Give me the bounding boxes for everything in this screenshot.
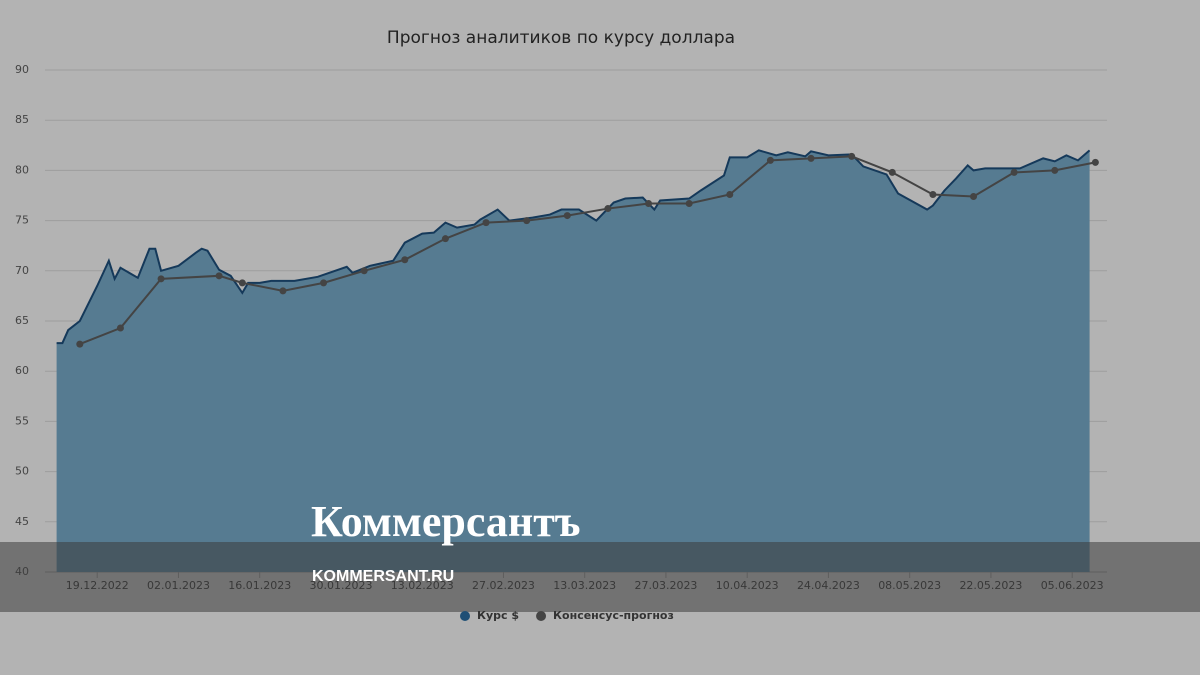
point — [563, 212, 571, 220]
watermark-logo: Коммерсантъ — [311, 497, 581, 546]
point — [604, 205, 612, 213]
point — [888, 168, 896, 176]
legend-marker — [536, 611, 547, 621]
point — [238, 279, 246, 287]
area-line — [56, 149, 1091, 345]
y-tick-label: 60 — [15, 364, 29, 377]
point — [645, 200, 653, 208]
legend-marker — [460, 611, 470, 621]
legend-label: Консенсус-прогноз — [553, 609, 674, 622]
y-tick-label: 75 — [15, 214, 29, 227]
line — [79, 155, 1096, 346]
y-tick-label: 70 — [15, 264, 29, 277]
point — [76, 340, 84, 348]
point — [1091, 158, 1099, 166]
watermark-band — [0, 542, 1200, 612]
point — [401, 256, 409, 264]
point — [1051, 166, 1059, 174]
point — [523, 217, 531, 225]
point — [360, 267, 368, 275]
point — [441, 235, 449, 243]
y-tick-label: 55 — [15, 414, 29, 427]
point — [807, 154, 815, 162]
point — [320, 279, 328, 287]
point — [766, 156, 774, 164]
point — [116, 324, 124, 332]
point — [215, 272, 223, 280]
area — [56, 150, 1090, 572]
point — [970, 193, 978, 201]
point — [279, 287, 287, 295]
y-tick-label: 65 — [15, 314, 29, 327]
y-tick-label: 45 — [15, 515, 29, 528]
y-tick-label: 90 — [15, 63, 29, 76]
y-tick-label: 80 — [15, 163, 29, 176]
point — [929, 190, 937, 198]
legend-label: Курс $ — [477, 609, 519, 622]
watermark-url: KOMMERSANT.RU — [312, 568, 454, 585]
point — [482, 219, 490, 227]
y-tick-label: 50 — [15, 465, 29, 478]
chart-title: Прогноз аналитиков по курсу доллара — [387, 28, 735, 48]
point — [157, 275, 165, 283]
point — [848, 152, 856, 160]
point — [685, 200, 693, 208]
point — [1010, 168, 1018, 176]
y-tick-label: 85 — [15, 113, 29, 126]
point — [726, 190, 734, 198]
